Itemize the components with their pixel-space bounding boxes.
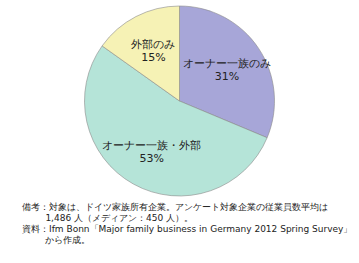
svg-text:オーナー一族のみ31%: オーナー一族のみ31%	[183, 57, 271, 83]
html-text:備考：対象は、ドイツ家族所有企業。アンケート対象企業の従業員: 備考：対象は、ドイツ家族所有企業。アンケート対象企業の従業員数平均は 1,486…	[22, 202, 328, 223]
html-text:資料：Ifm Bonn「Major family busin: 資料：Ifm Bonn「Major family business in Ger…	[22, 224, 353, 245]
svg-text:オーナー一族・外部53%: オーナー一族・外部53%	[102, 139, 201, 165]
svg-text:外部のみ15%: 外部のみ15%	[131, 38, 175, 64]
